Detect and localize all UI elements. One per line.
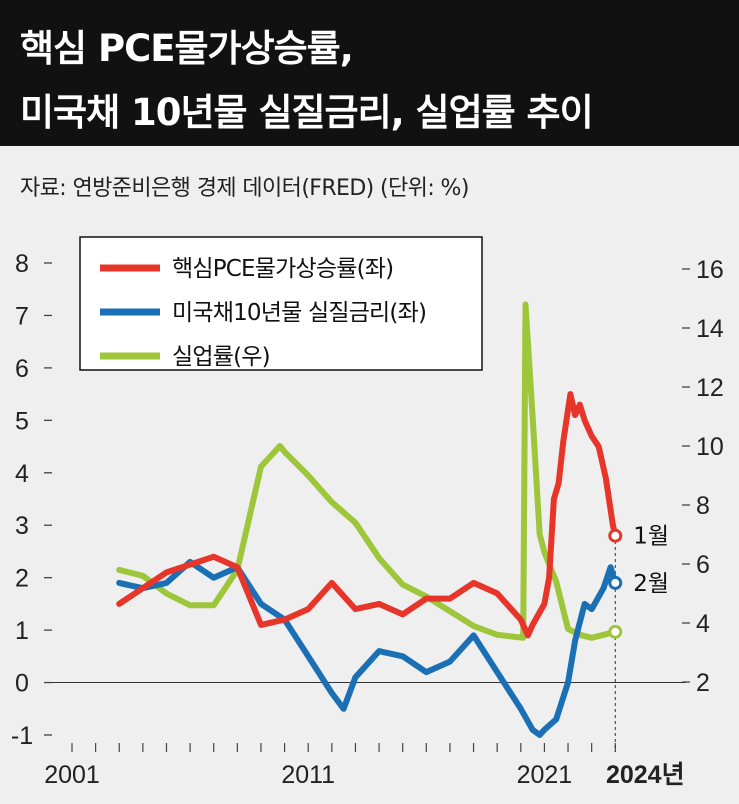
legend-label-1: 미국채10년물 실질금리(좌)	[172, 300, 426, 326]
x-end-label: 2024년	[606, 761, 685, 789]
series-end-point-0	[608, 528, 623, 543]
right-tick-label: 12	[696, 374, 724, 402]
end-markers: 2월 1월	[608, 524, 669, 639]
left-y-axis: -1 0 1 2 3 4 5 6 7 8	[11, 250, 686, 750]
right-tick-label: 6	[696, 551, 710, 579]
x-tick-label: 2021	[517, 761, 573, 789]
series-end-point-1	[608, 575, 623, 590]
series-end-label-0: 1월	[633, 524, 669, 550]
right-tick-label: 4	[696, 610, 710, 638]
x-tick-label: 2011	[281, 761, 335, 789]
left-tick-label: 0	[15, 670, 29, 698]
right-tick-label: 10	[696, 433, 724, 461]
legend: 핵심PCE물가상승률(좌) 미국채10년물 실질금리(좌) 실업률(우)	[79, 236, 483, 371]
series-line-0	[116, 391, 619, 639]
series-lines	[116, 301, 619, 738]
right-tick-label: 8	[696, 492, 710, 520]
title-line-2: 미국채 10년물 실질금리, 실업률 추이	[20, 91, 594, 134]
left-tick-label: 1	[15, 617, 29, 645]
legend-label-2: 실업률(우)	[172, 344, 270, 370]
left-tick-label: 6	[15, 355, 29, 383]
legend-label-0: 핵심PCE물가상승률(좌)	[172, 256, 393, 282]
right-tick-label: 16	[696, 256, 724, 284]
left-tick-label: -1	[11, 722, 33, 750]
left-tick-label: 5	[15, 407, 29, 435]
source-note: 자료: 연방준비은행 경제 데이터(FRED) (단위: %)	[20, 176, 469, 201]
left-tick-label: 3	[15, 512, 29, 540]
right-tick-label: 2	[696, 669, 710, 697]
left-tick-label: 8	[15, 250, 29, 278]
right-y-axis: 2 4 6 8 10 12 14 16	[682, 256, 724, 697]
legend-box	[79, 236, 483, 371]
title-line-1: 핵심 PCE물가상승률,	[20, 27, 354, 70]
left-tick-label: 7	[15, 302, 29, 330]
series-line-1	[116, 558, 619, 738]
right-tick-label: 14	[696, 315, 724, 343]
header: 핵심 PCE물가상승률, 미국채 10년물 실질금리, 실업률 추이	[0, 0, 739, 146]
series-end-point-2	[608, 624, 623, 639]
x-tick-label: 2001	[44, 761, 100, 789]
left-tick-label: 2	[15, 565, 29, 593]
left-tick-label: 4	[15, 460, 29, 488]
x-axis: 2001 2011 2021 2024년	[44, 535, 685, 789]
series-end-label-1: 2월	[633, 571, 669, 597]
